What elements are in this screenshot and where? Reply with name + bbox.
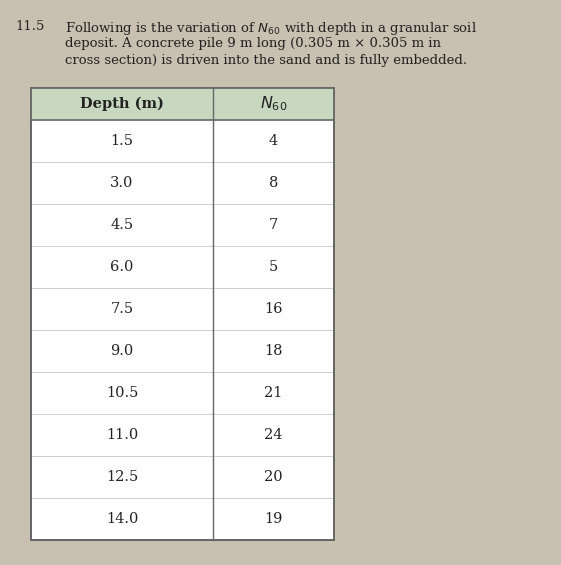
Text: 16: 16 [264,302,283,316]
Text: 4.5: 4.5 [111,218,134,232]
Text: 4: 4 [269,134,278,148]
Text: 21: 21 [264,386,283,400]
Text: 18: 18 [264,344,283,358]
Text: 7: 7 [269,218,278,232]
Text: Following is the variation of $N_{60}$ with depth in a granular soil: Following is the variation of $N_{60}$ w… [65,20,477,37]
Text: Depth (m): Depth (m) [80,97,164,111]
Text: 20: 20 [264,470,283,484]
Text: 5: 5 [269,260,278,274]
Text: 6.0: 6.0 [111,260,134,274]
Text: 3.0: 3.0 [111,176,134,190]
Text: 8: 8 [269,176,278,190]
Text: 1.5: 1.5 [111,134,134,148]
Text: 12.5: 12.5 [106,470,138,484]
Text: 19: 19 [264,512,283,525]
Text: 10.5: 10.5 [106,386,138,400]
Text: 14.0: 14.0 [106,512,138,525]
Text: 24: 24 [264,428,283,442]
Text: 7.5: 7.5 [111,302,134,316]
Text: 11.5: 11.5 [15,20,44,33]
Text: deposit. A concrete pile 9 m long (0.305 m × 0.305 m in: deposit. A concrete pile 9 m long (0.305… [65,37,440,50]
Text: 11.0: 11.0 [106,428,138,442]
Text: cross section) is driven into the sand and is fully embedded.: cross section) is driven into the sand a… [65,54,467,67]
Text: 9.0: 9.0 [111,344,134,358]
Text: $N_{60}$: $N_{60}$ [260,94,287,114]
